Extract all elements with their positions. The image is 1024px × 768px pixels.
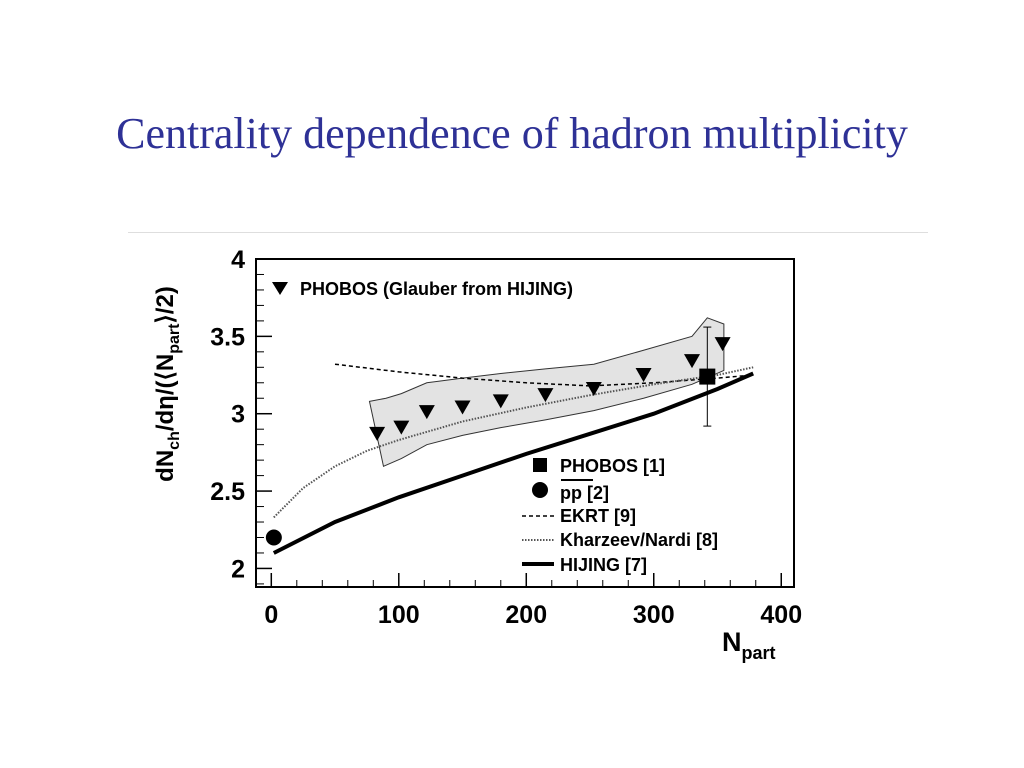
legend-item-pp: pp [2] bbox=[532, 479, 609, 503]
square-marker bbox=[699, 368, 716, 385]
legend-label: EKRT [9] bbox=[560, 506, 636, 526]
title-divider bbox=[128, 232, 928, 233]
plot-frame bbox=[255, 258, 795, 588]
legend-square-marker bbox=[533, 458, 547, 472]
y-tick-label: 3 bbox=[231, 401, 245, 429]
triangle-marker bbox=[635, 368, 652, 383]
x-tick-label: 0 bbox=[264, 601, 278, 629]
axes-layer: 0 100 200 300 400 2 2.5 3 3.5 4 bbox=[210, 246, 802, 629]
y-tick-label: 4 bbox=[231, 246, 245, 274]
solid-curve bbox=[272, 371, 754, 555]
triangle-marker bbox=[492, 394, 509, 409]
legend-top: PHOBOS (Glauber from HIJING) bbox=[272, 279, 573, 299]
legend-label: pp [2] bbox=[560, 483, 609, 503]
legend-item-phobos: PHOBOS [1] bbox=[533, 456, 665, 476]
legend-label: HIJING [7] bbox=[560, 555, 647, 575]
x-tick-label: 100 bbox=[378, 601, 420, 629]
y-tick-label: 2.5 bbox=[210, 478, 245, 506]
dotted-curve bbox=[273, 366, 754, 519]
legend-circle-marker bbox=[532, 482, 548, 498]
legend-item-ekrt: EKRT [9] bbox=[522, 506, 636, 526]
legend-triangle-marker bbox=[272, 282, 288, 295]
legend-top-label: PHOBOS (Glauber from HIJING) bbox=[300, 279, 573, 299]
y-axis-label: dNch/dη/(⟨Npart⟩/2) bbox=[152, 286, 183, 482]
circle-marker bbox=[265, 529, 282, 546]
legend: PHOBOS [1] pp [2] EKRT [9] Kharzeev/Nard… bbox=[522, 456, 718, 575]
triangle-marker bbox=[369, 426, 386, 441]
triangle-marker bbox=[393, 420, 410, 435]
triangle-marker bbox=[684, 354, 701, 369]
triangle-marker bbox=[585, 381, 602, 396]
data-markers-layer bbox=[265, 326, 731, 546]
x-tick-label: 200 bbox=[505, 601, 547, 629]
triangle-marker bbox=[418, 405, 435, 420]
x-axis-label: Npart bbox=[722, 627, 776, 663]
triangle-marker bbox=[537, 388, 554, 403]
x-tick-label: 300 bbox=[633, 601, 675, 629]
y-tick-label: 3.5 bbox=[210, 323, 245, 351]
legend-label: PHOBOS [1] bbox=[560, 456, 665, 476]
triangle-marker bbox=[714, 337, 731, 352]
y-tick-label: 2 bbox=[231, 555, 245, 583]
x-tick-label: 400 bbox=[760, 601, 802, 629]
legend-item-hijing: HIJING [7] bbox=[522, 555, 647, 575]
legend-label: Kharzeev/Nardi [8] bbox=[560, 530, 718, 550]
triangle-marker bbox=[454, 400, 471, 415]
legend-item-kharzeev: Kharzeev/Nardi [8] bbox=[522, 530, 718, 550]
slide-title: Centrality dependence of hadron multipli… bbox=[116, 109, 908, 158]
